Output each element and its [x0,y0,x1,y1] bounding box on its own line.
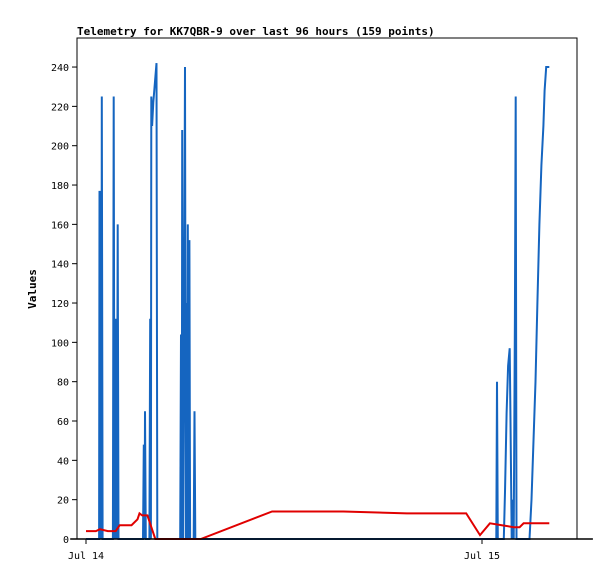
x-tick-label: Jul 15 [464,551,500,562]
y-tick-label: 200 [51,142,69,153]
y-axis-label: Values [26,269,39,309]
y-axis: 0 20 40 60 80 100 120 140 160 180 200 220 240 [51,63,77,546]
y-tick-label: 80 [57,378,69,389]
series-line-0 [86,63,550,540]
y-tick-label: 0 [63,535,69,546]
series-layer [70,63,593,540]
y-tick-label: 240 [51,63,69,74]
y-tick-label: 140 [51,260,69,271]
y-tick-label: 40 [57,456,69,467]
y-tick-label: 100 [51,338,69,349]
x-tick-label: Jul 14 [68,551,104,562]
chart-title: Telemetry for KK7QBR-9 over last 96 hour… [77,25,435,38]
x-axis: Jul 14 Jul 15 [68,539,500,562]
y-tick-label: 180 [51,181,69,192]
y-tick-label: 60 [57,417,69,428]
y-tick-label: 20 [57,496,69,507]
y-tick-label: 220 [51,102,69,113]
y-tick-label: 120 [51,299,69,310]
y-tick-label: 160 [51,220,69,231]
series-line-1 [86,510,550,540]
